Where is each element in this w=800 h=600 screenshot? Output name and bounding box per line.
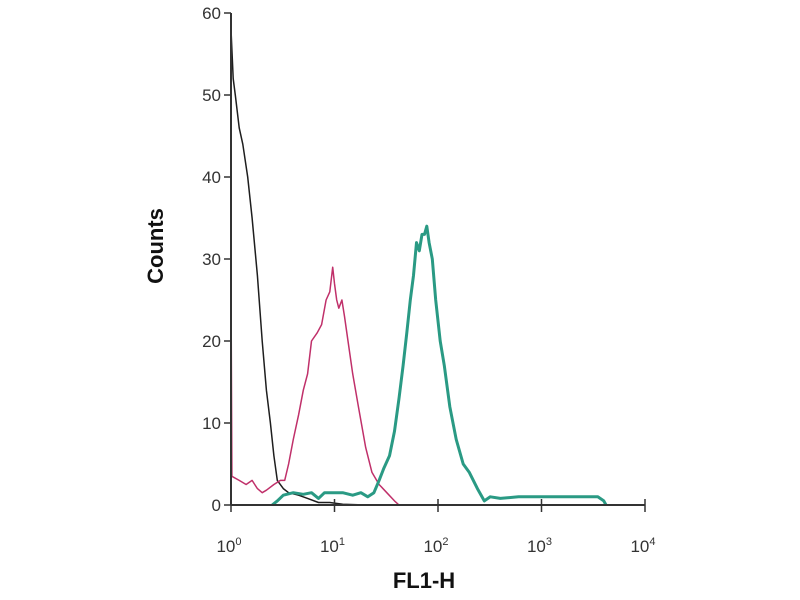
x-tick-base: 10 — [423, 537, 442, 556]
x-tick-label: 100 — [216, 536, 241, 556]
y-axis-label: Counts — [143, 208, 168, 284]
y-tick-label: 10 — [202, 414, 221, 433]
x-tick-label: 101 — [320, 536, 345, 556]
x-tick-label: 102 — [423, 536, 448, 556]
x-tick-exponent: 2 — [442, 536, 448, 548]
y-tick-label: 30 — [202, 250, 221, 269]
y-tick-label: 50 — [202, 86, 221, 105]
x-tick-exponent: 3 — [546, 536, 552, 548]
histogram-series-1 — [230, 29, 397, 506]
x-tick-base: 10 — [630, 537, 649, 556]
x-axis-label: FL1-H — [393, 568, 455, 593]
x-tick-exponent: 4 — [649, 536, 655, 548]
y-tick-label: 40 — [202, 168, 221, 187]
x-tick-base: 10 — [320, 537, 339, 556]
x-tick-label: 103 — [527, 536, 552, 556]
x-axis: 100 101 102 103 104 — [216, 499, 656, 556]
plot-area — [230, 29, 645, 507]
x-tick-exponent: 1 — [339, 536, 345, 548]
x-tick-exponent: 0 — [235, 536, 241, 548]
histogram-series-2 — [230, 266, 645, 506]
y-tick-label: 20 — [202, 332, 221, 351]
y-tick-label: 0 — [212, 496, 221, 515]
x-tick-label: 104 — [630, 536, 655, 556]
y-tick-label: 60 — [202, 4, 221, 23]
histogram-series-3 — [271, 224, 608, 507]
x-tick-base: 10 — [216, 537, 235, 556]
y-axis: 0 10 20 30 40 50 60 — [202, 4, 232, 515]
x-tick-base: 10 — [527, 537, 546, 556]
